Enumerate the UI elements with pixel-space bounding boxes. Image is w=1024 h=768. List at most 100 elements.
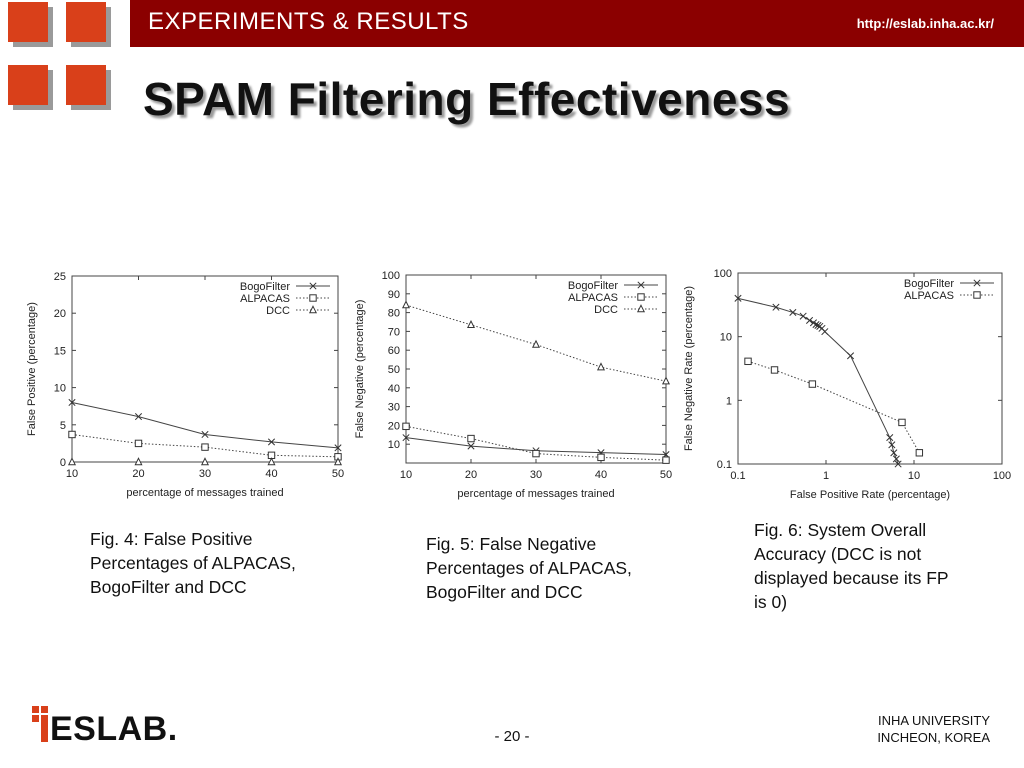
y-tick-label: 10 xyxy=(388,439,400,451)
legend-marker xyxy=(637,293,645,301)
data-point xyxy=(401,300,411,309)
legend-label: ALPACAS xyxy=(568,292,618,304)
university-info: INHA UNIVERSITY INCHEON, KOREA xyxy=(877,712,990,746)
x-axis-label: False Positive Rate (percentage) xyxy=(790,489,950,501)
data-point xyxy=(531,339,541,348)
caption-fig5: Fig. 5: False Negative Percentages of AL… xyxy=(426,532,632,604)
data-point xyxy=(814,321,822,330)
y-tick-label: 90 xyxy=(388,289,400,301)
x-tick-label: 100 xyxy=(993,470,1011,482)
caption-fig4-line1: Fig. 4: False Positive xyxy=(90,529,253,549)
chart-false-positive: 10 20 30 40 50 0 5 10 15 20 25 percentage of messag… xyxy=(22,262,352,504)
data-point xyxy=(467,434,475,443)
series-dcc: DCC xyxy=(67,305,343,466)
series-bogofilter: BogoFilter xyxy=(734,278,994,468)
x-tick-label: 50 xyxy=(660,469,672,481)
series-bogofilter: BogoFilter xyxy=(402,280,670,459)
y-tick-label: 50 xyxy=(388,364,400,376)
x-tick-label: 1 xyxy=(823,470,829,482)
data-point xyxy=(333,457,343,466)
y-tick-label: 40 xyxy=(388,383,400,395)
y-tick-label: 20 xyxy=(54,308,66,320)
data-point xyxy=(915,449,924,457)
data-point xyxy=(886,434,894,442)
y-tick-label: 0.1 xyxy=(717,459,732,471)
data-point xyxy=(812,320,820,329)
data-point xyxy=(466,320,476,329)
data-point xyxy=(597,453,605,462)
caption-fig4-line2: Percentages of ALPACAS, xyxy=(90,553,296,573)
data-point xyxy=(334,444,342,452)
decor-square-1 xyxy=(8,2,48,42)
legend-label: DCC xyxy=(594,304,618,316)
decor-square-4 xyxy=(66,65,106,105)
page-number: - 20 - xyxy=(494,728,530,745)
data-point xyxy=(661,376,671,385)
data-point xyxy=(134,413,143,421)
series-alpacas: ALPACAS xyxy=(744,290,994,457)
logo-bar xyxy=(41,720,48,742)
legend-marker xyxy=(308,305,318,314)
data-point xyxy=(532,449,540,458)
caption-fig5-line2: Percentages of ALPACAS, xyxy=(426,558,632,578)
legend-marker xyxy=(973,291,981,299)
data-point xyxy=(467,442,475,450)
x-tick-label: 10 xyxy=(66,468,78,480)
data-point xyxy=(894,460,902,468)
section-title: EXPERIMENTS & RESULTS xyxy=(148,8,469,35)
data-point xyxy=(267,457,276,466)
data-point xyxy=(808,380,817,388)
y-axis-label: False Positive (percentage) xyxy=(26,302,38,436)
caption-fig5-line1: Fig. 5: False Negative xyxy=(426,534,597,554)
chart-false-negative: 10 20 30 40 50 10 20 30 40 50 60 70 80 90 100 percentag… xyxy=(350,262,680,504)
y-tick-label: 60 xyxy=(388,345,400,357)
logo-square-1 xyxy=(32,706,39,713)
plot-frame xyxy=(737,272,1003,465)
legend-label: DCC xyxy=(266,305,290,317)
chart-3-svg: 0.1 1 10 100 0.1 1 10 100 False Positive Rate (p… xyxy=(683,268,1011,501)
series-line xyxy=(71,401,339,449)
x-tick-label: 0.1 xyxy=(730,470,745,482)
legend-marker xyxy=(636,304,646,313)
data-point xyxy=(805,316,814,324)
logo-text: ESLAB. xyxy=(50,710,178,748)
legend-label: ALPACAS xyxy=(904,290,954,302)
legend-label: ALPACAS xyxy=(240,293,290,305)
chart-overall-accuracy: 0.1 1 10 100 0.1 1 10 100 False Positive Rate (p… xyxy=(680,262,1012,506)
x-axis-label: percentage of messages trained xyxy=(457,488,614,500)
logo-square-4 xyxy=(41,715,48,722)
y-tick-label: 10 xyxy=(720,332,732,344)
lab-url[interactable]: http://eslab.inha.ac.kr/ xyxy=(856,16,994,31)
y-tick-label: 15 xyxy=(54,345,66,357)
y-tick-label: 100 xyxy=(382,270,400,282)
caption-fig6-line4: is 0) xyxy=(754,592,788,612)
university-line2: INCHEON, KOREA xyxy=(877,730,990,745)
legend-marker xyxy=(309,282,317,290)
y-tick-label: 5 xyxy=(60,420,66,432)
caption-fig6-line3: displayed because its FP xyxy=(754,568,949,588)
caption-fig5-line3: BogoFilter and DCC xyxy=(426,582,583,602)
y-tick-label: 30 xyxy=(388,402,400,414)
logo-square-3 xyxy=(32,715,39,722)
series-alpacas: ALPACAS xyxy=(402,292,670,464)
data-point xyxy=(134,457,143,466)
y-axis-label: False Negative (percentage) xyxy=(354,300,366,439)
data-point xyxy=(734,294,742,302)
x-tick-label: 40 xyxy=(595,469,607,481)
university-line1: INHA UNIVERSITY xyxy=(878,713,990,728)
x-tick-label: 20 xyxy=(132,468,144,480)
data-point xyxy=(888,441,896,449)
y-tick-label: 25 xyxy=(54,271,66,283)
x-tick-label: 30 xyxy=(530,469,542,481)
data-point xyxy=(770,366,779,374)
data-point xyxy=(68,398,76,407)
caption-fig4-line3: BogoFilter and DCC xyxy=(90,577,247,597)
series-dcc: DCC xyxy=(401,300,671,385)
x-tick-label: 50 xyxy=(332,468,344,480)
data-point xyxy=(201,430,209,439)
chart-1-svg: 10 20 30 40 50 0 5 10 15 20 25 percentage of messag… xyxy=(26,271,344,499)
caption-fig6-line2: Accuracy (DCC is not xyxy=(754,544,922,564)
data-point xyxy=(596,362,606,371)
data-point xyxy=(201,443,209,451)
data-point xyxy=(772,303,780,311)
